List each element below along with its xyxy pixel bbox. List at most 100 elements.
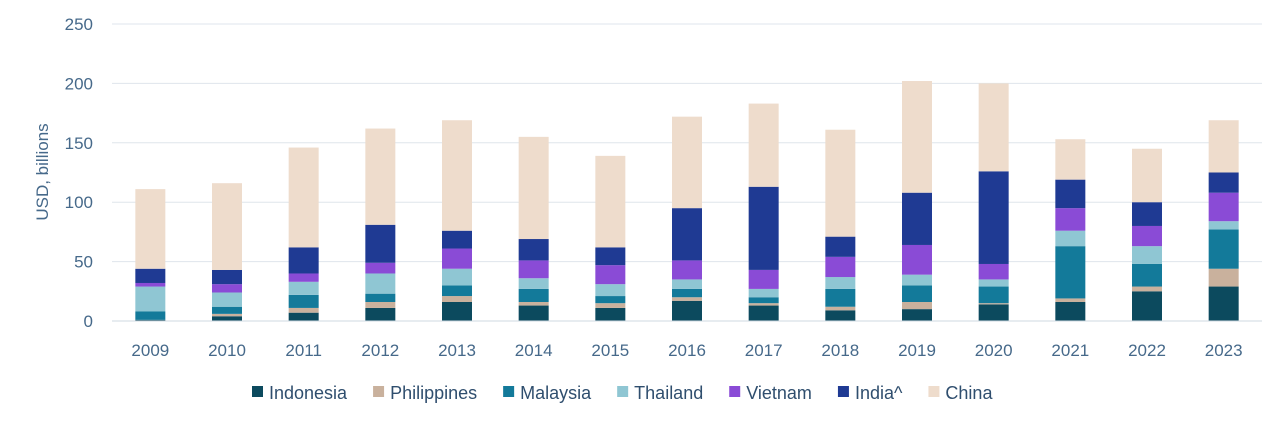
bar-segment-indonesia (365, 307, 396, 321)
y-tick-label: 150 (65, 134, 93, 153)
x-tick-label: 2015 (591, 341, 629, 360)
bar-segment-thailand (1208, 221, 1239, 230)
bar-segment-indonesia (442, 301, 472, 321)
bar-segment-vietnam (1055, 208, 1086, 231)
bar-segment-vietnam (978, 263, 1009, 280)
bar-segment-vietnam (1208, 192, 1239, 222)
bar-segment-malaysia (1055, 246, 1086, 299)
x-tick-label: 2018 (821, 341, 859, 360)
bar-segment-india (1132, 202, 1162, 226)
y-tick-label: 0 (84, 312, 93, 331)
bar-segment-philippines (1055, 298, 1086, 302)
bar-segment-thailand (978, 279, 1009, 287)
bar-segment-china (978, 83, 1009, 172)
bar-segment-philippines (518, 301, 549, 306)
bar-segment-malaysia (1132, 263, 1162, 287)
legend-swatch (503, 386, 515, 397)
legend: Indonesia Philippines Malaysia Thailand Viet… (252, 383, 993, 403)
bar-segment-philippines (1132, 286, 1162, 292)
bar-segment-india (212, 269, 242, 285)
legend-swatch (373, 386, 385, 397)
bar-segment-china (595, 155, 626, 248)
legend-swatch (837, 386, 849, 397)
bar-segment-philippines (442, 296, 472, 302)
bar-segment-china (288, 147, 319, 248)
bar-segment-china (1208, 120, 1239, 173)
bar-segment-thailand (442, 268, 472, 286)
bar-segment-india (1208, 172, 1239, 193)
bar-segment-vietnam (365, 262, 396, 274)
x-tick-label: 2014 (515, 341, 553, 360)
legend-label: Malaysia (520, 383, 592, 403)
bar-segment-malaysia (212, 306, 242, 314)
y-tick-label: 100 (65, 193, 93, 212)
bar-segment-thailand (1055, 230, 1086, 247)
legend-label: India^ (855, 383, 903, 403)
bars (135, 81, 1239, 321)
x-tick-label: 2020 (975, 341, 1013, 360)
bar-segment-india (595, 247, 626, 266)
y-tick-label: 200 (65, 74, 93, 93)
legend-swatch (617, 386, 629, 397)
x-tick-label: 2013 (438, 341, 476, 360)
legend-label: China (945, 383, 993, 403)
bar-segment-india (365, 224, 396, 263)
bar-segment-indonesia (825, 310, 856, 321)
bar-segment-india (978, 171, 1009, 264)
x-tick-label: 2022 (1128, 341, 1166, 360)
bar-segment-malaysia (672, 288, 702, 298)
legend-label: Philippines (390, 383, 477, 403)
bar-segment-malaysia (365, 293, 396, 302)
bar-segment-philippines (978, 303, 1009, 305)
bar-segment-malaysia (288, 294, 319, 308)
bar-segment-china (442, 120, 472, 231)
bar-segment-china (365, 128, 396, 225)
bar-segment-thailand (135, 286, 166, 312)
bar-segment-china (1132, 148, 1162, 203)
bar-segment-malaysia (1208, 229, 1239, 269)
bar-segment-vietnam (595, 265, 626, 285)
bar-segment-india (442, 230, 472, 249)
bar-segment-china (1055, 139, 1086, 180)
bar-segment-thailand (518, 278, 549, 289)
bar-segment-thailand (748, 288, 779, 298)
bar-segment-philippines (748, 303, 779, 306)
bar-segment-malaysia (825, 288, 856, 307)
bar-segment-vietnam (1132, 225, 1162, 247)
legend-swatch (252, 386, 263, 397)
bar-segment-vietnam (135, 282, 166, 287)
bar-segment-philippines (902, 301, 932, 310)
legend-label: Indonesia (269, 383, 348, 403)
bar-segment-malaysia (135, 311, 166, 320)
bar-segment-indonesia (1132, 291, 1162, 321)
bar-segment-philippines (365, 301, 396, 308)
bar-segment-indonesia (902, 309, 932, 321)
bar-segment-china (902, 81, 932, 193)
bar-segment-india (288, 247, 319, 274)
bar-segment-vietnam (212, 284, 242, 293)
bar-segment-india (518, 239, 549, 261)
bar-segment-vietnam (748, 269, 779, 289)
bar-segment-vietnam (902, 244, 932, 275)
bar-segment-thailand (595, 284, 626, 297)
bar-segment-india (135, 268, 166, 283)
x-tick-label: 2019 (898, 341, 936, 360)
bar-segment-indonesia (595, 307, 626, 321)
bar-segment-vietnam (442, 248, 472, 269)
bar-segment-malaysia (595, 296, 626, 304)
bar-segment-malaysia (518, 288, 549, 302)
bar-segment-thailand (672, 279, 702, 289)
y-axis-title: USD, billions (33, 123, 52, 220)
x-axis: 2009 2010 2011 2012 2013 2014 2015 2016 2017 2018… (112, 320, 1262, 360)
bar-segment-china (672, 116, 702, 209)
bar-segment-india (672, 208, 702, 261)
bar-segment-thailand (1132, 246, 1162, 264)
y-tick-label: 250 (65, 15, 93, 34)
x-tick-label: 2010 (208, 341, 246, 360)
bar-segment-philippines (288, 307, 319, 313)
bar-segment-china (748, 103, 779, 187)
legend-swatch (729, 386, 741, 397)
x-tick-label: 2023 (1205, 341, 1243, 360)
bar-segment-china (212, 183, 242, 270)
